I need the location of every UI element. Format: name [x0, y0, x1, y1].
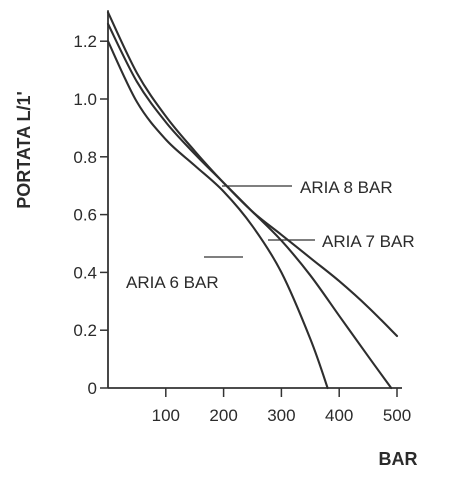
- x-tick-label: 200: [209, 406, 237, 425]
- axes: [100, 10, 402, 397]
- y-tick-label: 1.0: [73, 90, 97, 109]
- x-tick-label: 500: [383, 406, 411, 425]
- series-label-aria-8-bar: ARIA 8 BAR: [300, 178, 393, 197]
- series-line-aria-6-bar: [106, 40, 329, 390]
- y-tick-label: 0: [88, 379, 97, 398]
- series-layer: [106, 11, 399, 390]
- y-tick-label: 0.8: [73, 148, 97, 167]
- x-tick-label: 400: [325, 406, 353, 425]
- y-tick-label: 0.6: [73, 206, 97, 225]
- x-axis-title: BAR: [379, 449, 418, 469]
- label-layer: 0 0.2 0.4 0.6 0.8 1.0 1.2 100 200 300 400 500 BAR POR…: [14, 32, 418, 469]
- series-label-aria-7-bar: ARIA 7 BAR: [322, 232, 415, 251]
- series-label-aria-6-bar: ARIA 6 BAR: [126, 273, 219, 292]
- series-line-aria-7-bar: [106, 22, 393, 390]
- y-axis-title: PORTATA L/1': [14, 91, 34, 209]
- y-tick-label: 0.4: [73, 263, 97, 282]
- y-tick-label: 0.2: [73, 321, 97, 340]
- x-tick-label: 300: [267, 406, 295, 425]
- y-tick-label: 1.2: [73, 32, 97, 51]
- x-tick-label: 100: [152, 406, 180, 425]
